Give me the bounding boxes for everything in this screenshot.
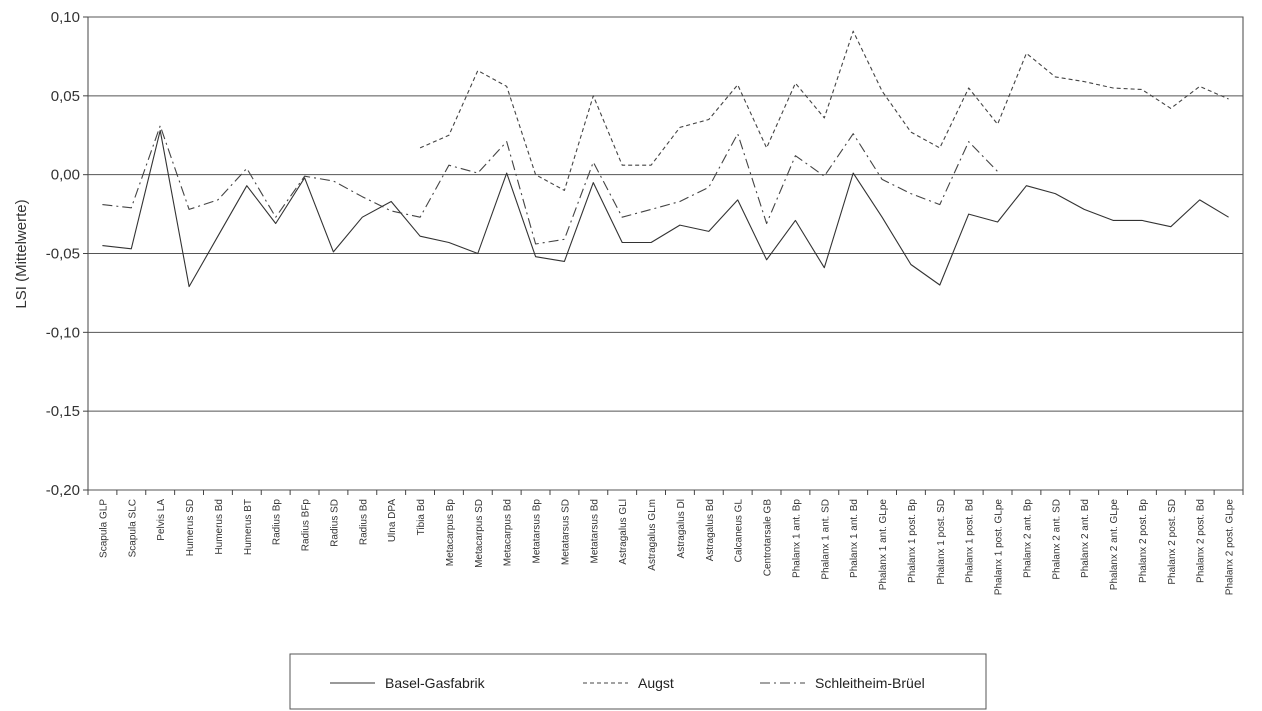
x-tick-label: Radius BFp [301, 499, 312, 552]
x-tick-label: Phalanx 2 ant. GLpe [1109, 499, 1120, 591]
x-tick-label: Scapula SLC [127, 499, 138, 557]
x-tick-label: Phalanx 1 ant. SD [820, 499, 831, 580]
x-tick-label: Pelvis LA [156, 499, 167, 541]
series-line-1 [419, 30, 1229, 191]
y-axis-title: LSI (Mittelwerte) [13, 199, 30, 308]
x-tick-label: Calcaneus GL [734, 499, 745, 563]
x-tick-label: Humerus Bd [214, 499, 225, 555]
legend: Basel-Gasfabrik Augst Schleitheim-Brüel [289, 653, 987, 710]
legend-box [289, 653, 987, 710]
x-tick-label: Humerus BT [243, 499, 254, 555]
x-tick-label: Phalanx 1 post. Bd [965, 499, 976, 583]
x-tick-label: Metatarsus Bd [589, 499, 600, 563]
legend-label-schleitheim: Schleitheim-Brüel [815, 675, 925, 691]
x-axis-ticks: Scapula GLP Scapula SLC Pelvis LA Humerus S… [87, 490, 1244, 596]
x-tick-label: Astragalus GLm [647, 499, 658, 571]
series-line-2 [102, 125, 998, 245]
x-tick-label: Radius Bd [358, 499, 369, 545]
x-tick-label: Phalanx 2 post. Bp [1138, 499, 1149, 583]
x-tick-label: Phalanx 1 post. GLpe [994, 499, 1005, 596]
x-tick-label: Centrotarsale GB [763, 499, 774, 577]
x-tick-label: Astragalus GLl [618, 499, 629, 565]
x-tick-label: Astragalus Dl [676, 499, 687, 558]
y-tick-label: 0,10 [51, 9, 80, 26]
gridlines [83, 16, 1244, 491]
y-tick-label: -0,15 [46, 403, 80, 420]
x-tick-label: Metacarpus SD [474, 499, 485, 568]
x-tick-label: Astragalus Bd [705, 499, 716, 561]
series-lines [102, 30, 1229, 288]
y-tick-label: -0,10 [46, 324, 80, 341]
x-tick-label: Radius SD [329, 499, 340, 547]
x-tick-label: Phalanx 1 ant. GLpe [878, 499, 889, 591]
legend-label-basel: Basel-Gasfabrik [385, 675, 486, 691]
series-line-0 [102, 129, 1229, 288]
x-tick-label: Metatarsus Bp [532, 499, 543, 564]
y-axis-ticks: 0,10 0,05 0,00 -0,05 -0,10 -0,15 -0,20 [46, 9, 80, 499]
x-tick-label: Phalanx 1 ant. Bd [849, 499, 860, 578]
y-tick-label: -0,20 [46, 482, 80, 499]
x-tick-label: Phalanx 2 ant. SD [1051, 499, 1062, 580]
x-tick-label: Phalanx 2 ant. Bp [1022, 499, 1033, 578]
x-tick-label: Radius Bp [272, 499, 283, 546]
x-tick-label: Scapula GLP [98, 499, 109, 558]
x-tick-label: Metacarpus Bp [445, 499, 456, 567]
y-tick-label: 0,00 [51, 167, 80, 184]
y-tick-label: 0,05 [51, 88, 80, 105]
x-tick-label: Phalanx 2 ant. Bd [1080, 499, 1091, 578]
x-tick-label: Phalanx 2 post. SD [1167, 499, 1178, 585]
x-tick-label: Phalanx 1 post. SD [936, 499, 947, 585]
legend-label-augst: Augst [638, 675, 674, 691]
x-tick-label: Phalanx 2 post. Bd [1196, 499, 1207, 583]
x-tick-label: Humerus SD [185, 499, 196, 556]
x-tick-label: Tibia Bd [416, 499, 427, 535]
x-tick-label: Phalanx 1 post. Bp [907, 499, 918, 583]
y-tick-label: -0,05 [46, 246, 80, 263]
x-tick-label: Metatarsus SD [560, 499, 571, 565]
x-tick-label: Phalanx 2 post. GLpe [1225, 499, 1236, 596]
x-tick-label: Metacarpus Bd [503, 499, 514, 566]
x-tick-label: Ulna DPA [387, 499, 398, 542]
x-tick-label: Phalanx 1 ant. Bp [791, 499, 802, 578]
